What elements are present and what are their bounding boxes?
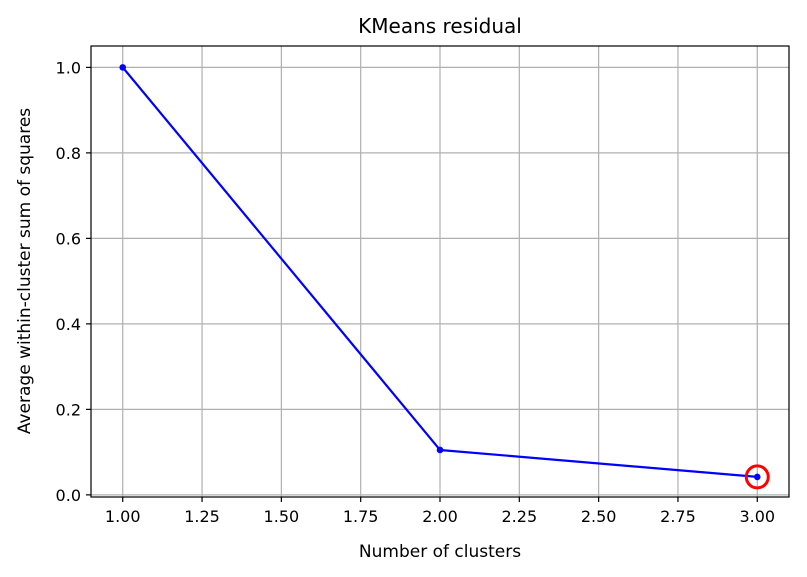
y-tick-label: 0.6: [56, 229, 81, 248]
data-point: [753, 473, 761, 481]
x-tick-label: 3.00: [739, 507, 775, 526]
x-tick-label: 2.75: [660, 507, 696, 526]
grid: [91, 46, 789, 497]
x-tick-label: 1.50: [264, 507, 300, 526]
plot-series: [119, 64, 770, 490]
y-tick-label: 1.0: [56, 58, 81, 77]
x-tick-label: 1.75: [343, 507, 379, 526]
y-tick-label: 0.2: [56, 400, 81, 419]
y-tick-label: 0.4: [56, 315, 81, 334]
y-axis-label: Average within-cluster sum of squares: [15, 108, 35, 434]
x-tick-label: 2.50: [581, 507, 617, 526]
x-axis-label: Number of clusters: [359, 542, 521, 562]
chart-title: KMeans residual: [358, 14, 522, 38]
data-point: [119, 64, 127, 71]
x-axis: 1.00 1.25 1.50 1.75 2.00 2.25 2.50 2.75 3.00: [105, 497, 775, 526]
y-tick-label: 0.0: [56, 486, 81, 505]
x-tick-label: 1.00: [105, 507, 141, 526]
highlight-circle: [744, 464, 770, 490]
x-tick-label: 2.25: [502, 507, 538, 526]
y-axis: 0.0 0.2 0.4 0.6 0.8 1.0: [56, 58, 91, 505]
x-tick-label: 2.00: [422, 507, 458, 526]
data-point: [436, 446, 444, 454]
x-tick-label: 1.25: [184, 507, 220, 526]
y-tick-label: 0.8: [56, 144, 81, 163]
